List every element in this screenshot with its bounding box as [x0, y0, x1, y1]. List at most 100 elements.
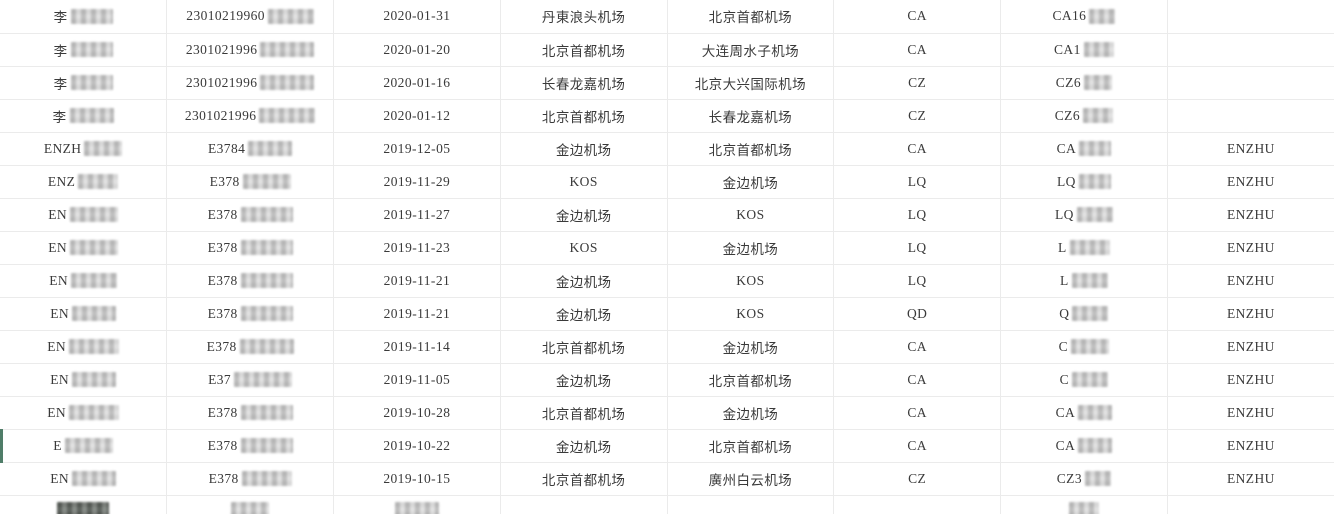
cell-passenger-tag[interactable]: ENZHU [1166, 362, 1334, 397]
cell-id-number[interactable]: E378 [166, 428, 334, 463]
cell-airline-code[interactable]: CA [833, 428, 1001, 463]
cell-passenger-tag[interactable] [1166, 98, 1334, 133]
cell-departure-airport[interactable]: 金边机场 [499, 428, 668, 463]
cell-departure-airport[interactable]: 北京首都机场 [499, 98, 668, 133]
cell-departure-airport[interactable]: 金边机场 [499, 296, 668, 331]
cell-arrival-airport[interactable]: KOS [666, 296, 835, 331]
cell-arrival-airport[interactable] [666, 494, 835, 514]
cell-name[interactable]: EN [0, 197, 168, 232]
cell-flight-date[interactable]: 2019-10-22 [333, 428, 501, 463]
cell-flight-date[interactable]: 2019-11-14 [333, 329, 501, 364]
cell-departure-airport[interactable]: 金边机场 [499, 263, 668, 298]
cell-name[interactable]: 李 [0, 65, 168, 100]
cell-flight-date[interactable]: 2020-01-31 [333, 0, 501, 34]
cell-flight-number[interactable]: CZ3 [1000, 461, 1168, 496]
cell-passenger-tag[interactable]: ENZHU [1166, 131, 1334, 166]
cell-passenger-tag[interactable]: ENZHU [1166, 428, 1334, 463]
cell-departure-airport[interactable]: 北京首都机场 [499, 395, 668, 430]
cell-departure-airport[interactable]: KOS [499, 164, 668, 199]
cell-name[interactable]: EN [0, 329, 168, 364]
cell-arrival-airport[interactable]: KOS [666, 197, 835, 232]
cell-flight-number[interactable]: L [1000, 263, 1168, 298]
cell-id-number[interactable]: 2301021996 [166, 65, 334, 100]
cell-airline-code[interactable]: CA [833, 395, 1001, 430]
cell-flight-number[interactable]: CA [1000, 131, 1168, 166]
cell-flight-date[interactable]: 2020-01-20 [333, 32, 501, 67]
cell-id-number[interactable]: E37 [166, 362, 334, 397]
cell-name[interactable] [0, 494, 168, 514]
cell-airline-code[interactable] [833, 494, 1001, 514]
cell-flight-date[interactable]: 2019-11-29 [333, 164, 501, 199]
cell-flight-date[interactable]: 2020-01-12 [333, 98, 501, 133]
cell-id-number[interactable]: E378 [166, 197, 334, 232]
cell-departure-airport[interactable]: 丹東浪头机场 [499, 0, 668, 34]
cell-passenger-tag[interactable] [1166, 65, 1334, 100]
cell-airline-code[interactable]: LQ [833, 197, 1001, 232]
cell-id-number[interactable]: E378 [166, 461, 334, 496]
cell-flight-date[interactable]: 2019-11-21 [333, 296, 501, 331]
cell-id-number[interactable]: 23010219960 [166, 0, 334, 34]
cell-name[interactable]: 李 [0, 32, 168, 67]
cell-arrival-airport[interactable]: 金边机场 [666, 164, 835, 199]
cell-name[interactable]: 李 [0, 98, 168, 133]
cell-name[interactable]: EN [0, 230, 168, 265]
cell-passenger-tag[interactable] [1166, 0, 1334, 34]
cell-name[interactable]: ENZH [0, 131, 168, 166]
cell-id-number[interactable]: E378 [166, 230, 334, 265]
cell-airline-code[interactable]: QD [833, 296, 1001, 331]
cell-arrival-airport[interactable]: 金边机场 [666, 329, 835, 364]
cell-passenger-tag[interactable]: ENZHU [1166, 197, 1334, 232]
cell-flight-number[interactable]: CZ6 [1000, 65, 1168, 100]
cell-id-number[interactable]: E378 [166, 164, 334, 199]
cell-departure-airport[interactable]: 北京首都机场 [499, 329, 668, 364]
cell-flight-date[interactable]: 2019-12-05 [333, 131, 501, 166]
cell-passenger-tag[interactable]: ENZHU [1166, 263, 1334, 298]
cell-departure-airport[interactable]: 北京首都机场 [499, 32, 668, 67]
cell-flight-number[interactable]: L [1000, 230, 1168, 265]
cell-flight-date[interactable]: 2020-01-16 [333, 65, 501, 100]
cell-airline-code[interactable]: CZ [833, 65, 1001, 100]
cell-name[interactable]: EN [0, 395, 168, 430]
cell-name[interactable]: EN [0, 296, 168, 331]
cell-airline-code[interactable]: CZ [833, 98, 1001, 133]
cell-flight-date[interactable]: 2019-11-23 [333, 230, 501, 265]
cell-airline-code[interactable]: CA [833, 32, 1001, 67]
cell-flight-number[interactable]: Q [1000, 296, 1168, 331]
cell-arrival-airport[interactable]: 金边机场 [666, 230, 835, 265]
cell-flight-date[interactable]: 2019-11-21 [333, 263, 501, 298]
cell-departure-airport[interactable] [499, 494, 668, 514]
cell-departure-airport[interactable]: 长春龙嘉机场 [499, 65, 668, 100]
cell-airline-code[interactable]: LQ [833, 263, 1001, 298]
cell-flight-date[interactable]: 2019-10-15 [333, 461, 501, 496]
cell-passenger-tag[interactable]: ENZHU [1166, 461, 1334, 496]
cell-airline-code[interactable]: CA [833, 329, 1001, 364]
cell-passenger-tag[interactable]: ENZHU [1166, 296, 1334, 331]
cell-passenger-tag[interactable] [1166, 32, 1334, 67]
cell-arrival-airport[interactable]: 北京首都机场 [666, 0, 835, 34]
cell-airline-code[interactable]: CZ [833, 461, 1001, 496]
cell-flight-date[interactable] [333, 494, 501, 514]
cell-airline-code[interactable]: CA [833, 362, 1001, 397]
cell-id-number[interactable]: 2301021996 [166, 32, 334, 67]
cell-arrival-airport[interactable]: 北京首都机场 [666, 131, 835, 166]
cell-id-number[interactable]: E378 [166, 263, 334, 298]
cell-flight-number[interactable]: LQ [1000, 164, 1168, 199]
cell-name[interactable]: EN [0, 362, 168, 397]
cell-id-number[interactable]: 2301021996 [166, 98, 334, 133]
cell-flight-number[interactable] [1000, 494, 1168, 514]
cell-flight-number[interactable]: CA16 [1000, 0, 1168, 34]
cell-name[interactable]: E [0, 428, 168, 463]
cell-departure-airport[interactable]: KOS [499, 230, 668, 265]
cell-id-number[interactable]: E3784 [166, 131, 334, 166]
cell-airline-code[interactable]: LQ [833, 230, 1001, 265]
cell-flight-date[interactable]: 2019-10-28 [333, 395, 501, 430]
cell-departure-airport[interactable]: 金边机场 [499, 362, 668, 397]
cell-name[interactable]: EN [0, 263, 168, 298]
cell-name[interactable]: EN [0, 461, 168, 496]
cell-arrival-airport[interactable]: 廣州白云机场 [666, 461, 835, 496]
cell-arrival-airport[interactable]: 北京首都机场 [666, 362, 835, 397]
cell-flight-number[interactable]: LQ [1000, 197, 1168, 232]
cell-id-number[interactable]: E378 [166, 395, 334, 430]
cell-departure-airport[interactable]: 金边机场 [499, 131, 668, 166]
cell-arrival-airport[interactable]: 北京首都机场 [666, 428, 835, 463]
